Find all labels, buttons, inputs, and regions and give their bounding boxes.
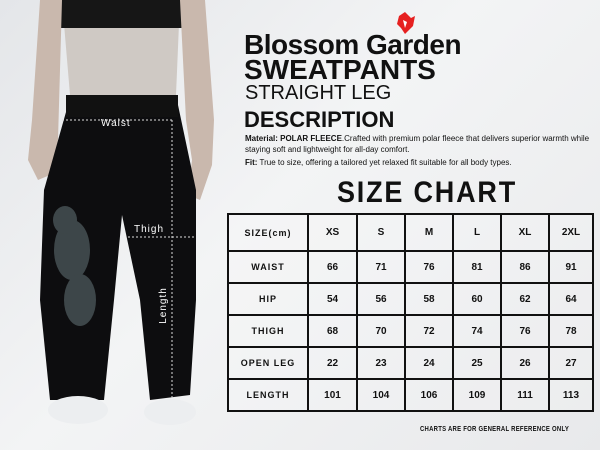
table-cell: 109 (452, 378, 502, 412)
right-arm (180, 0, 214, 200)
table-cell: 56 (356, 282, 406, 316)
product-type: SWEATPANTS (244, 54, 436, 85)
table-cell: 86 (500, 250, 550, 284)
column-header: 2XL (548, 213, 594, 252)
table-cell: 111 (500, 378, 550, 412)
table-cell: 104 (356, 378, 406, 412)
table-cell: 74 (452, 314, 502, 348)
column-header: S (356, 213, 406, 252)
product-title: Blossom Garden (244, 29, 462, 60)
left-arm (28, 0, 62, 180)
fit-label: Fit: (245, 158, 258, 167)
table-cell: 76 (404, 250, 454, 284)
table-row: HIP 54 56 58 60 62 64 (227, 282, 594, 316)
table-cell: 64 (548, 282, 594, 316)
table-cell: 27 (548, 346, 594, 380)
table-cell: 71 (356, 250, 406, 284)
table-cell: 22 (307, 346, 358, 380)
fit-text: True to size, offering a tailored yet re… (257, 158, 512, 167)
table-cell: 25 (452, 346, 502, 380)
material-label: Material: POLAR FLEECE (245, 134, 342, 143)
table-cell: 113 (548, 378, 594, 412)
waist-label: Waist (101, 118, 131, 129)
table-cell: 72 (404, 314, 454, 348)
length-label: Length (157, 287, 169, 324)
table-cell: 78 (548, 314, 594, 348)
table-header-row: SIZE(cm) XS S M L XL 2XL (227, 213, 594, 252)
table-cell: 91 (548, 250, 594, 284)
thigh-label: Thigh (134, 224, 165, 235)
table-cell: 60 (452, 282, 502, 316)
table-cell: 54 (307, 282, 358, 316)
table-cell: 26 (500, 346, 550, 380)
pants (40, 105, 196, 400)
row-label: THIGH (227, 314, 309, 348)
left-shoe (48, 396, 108, 424)
column-header: M (404, 213, 454, 252)
right-shoe (144, 399, 196, 425)
column-header: L (452, 213, 502, 252)
size-chart-table: SIZE(cm) XS S M L XL 2XL WAIST 66 71 76 81 86… (227, 213, 594, 412)
table-cell: 81 (452, 250, 502, 284)
row-label: HIP (227, 282, 309, 316)
table-row: LENGTH 101 104 106 109 111 113 (227, 378, 594, 412)
row-label: LENGTH (227, 378, 309, 412)
floral-print (53, 206, 96, 326)
row-label: WAIST (227, 250, 309, 284)
column-header: SIZE(cm) (227, 213, 309, 252)
column-header: XL (500, 213, 550, 252)
table-cell: 23 (356, 346, 406, 380)
description-heading: DESCRIPTION (244, 107, 395, 132)
material-text: .Crafted with premium polar fleece that … (245, 134, 590, 154)
row-label: OPEN LEG (227, 346, 309, 380)
red-bird-logo (397, 12, 415, 34)
table-cell: 58 (404, 282, 454, 316)
waistband (66, 95, 178, 117)
table-cell: 70 (356, 314, 406, 348)
reference-note: CHARTS ARE FOR GENERAL REFERENCE ONLY (420, 426, 570, 433)
table-cell: 24 (404, 346, 454, 380)
shirt (60, 0, 185, 28)
column-header: XS (307, 213, 358, 252)
fit-description: Fit: True to size, offering a tailored y… (245, 157, 595, 168)
product-photo (28, 0, 214, 425)
size-chart-heading: SIZE CHART (337, 176, 517, 209)
table-row: THIGH 68 70 72 74 76 78 (227, 314, 594, 348)
table-cell: 68 (307, 314, 358, 348)
table-row: OPEN LEG 22 23 24 25 26 27 (227, 346, 594, 380)
material-description: Material: POLAR FLEECE.Crafted with prem… (245, 133, 595, 155)
table-cell: 101 (307, 378, 358, 412)
table-cell: 106 (404, 378, 454, 412)
product-subtitle: STRAIGHT LEG (245, 82, 392, 104)
table-cell: 62 (500, 282, 550, 316)
table-cell: 66 (307, 250, 358, 284)
table-row: WAIST 66 71 76 81 86 91 (227, 250, 594, 284)
table-cell: 76 (500, 314, 550, 348)
